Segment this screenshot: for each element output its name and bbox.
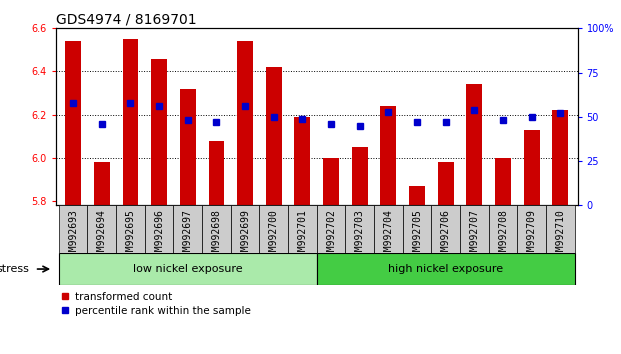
Text: high nickel exposure: high nickel exposure <box>388 264 503 274</box>
Text: GSM992703: GSM992703 <box>355 209 365 262</box>
Bar <box>317 253 574 285</box>
Bar <box>288 205 317 253</box>
Text: low nickel exposure: low nickel exposure <box>133 264 243 274</box>
Bar <box>266 67 281 205</box>
Bar <box>145 205 173 253</box>
Bar <box>352 147 368 205</box>
Text: GSM992702: GSM992702 <box>326 209 336 262</box>
Text: GSM992699: GSM992699 <box>240 209 250 262</box>
Bar <box>553 110 568 205</box>
Bar <box>489 205 517 253</box>
Text: GSM992693: GSM992693 <box>68 209 78 262</box>
Bar <box>524 130 540 205</box>
Bar <box>323 158 339 205</box>
Text: GSM992706: GSM992706 <box>441 209 451 262</box>
Bar <box>409 186 425 205</box>
Text: GSM992705: GSM992705 <box>412 209 422 262</box>
Bar <box>260 205 288 253</box>
Text: GSM992708: GSM992708 <box>498 209 508 262</box>
Text: GSM992700: GSM992700 <box>269 209 279 262</box>
Text: GSM992701: GSM992701 <box>297 209 307 262</box>
Bar <box>231 205 260 253</box>
Text: GSM992698: GSM992698 <box>211 209 222 262</box>
Text: GSM992694: GSM992694 <box>97 209 107 262</box>
Bar <box>59 205 88 253</box>
Bar <box>59 253 317 285</box>
Text: GSM992696: GSM992696 <box>154 209 164 262</box>
Bar <box>173 205 202 253</box>
Bar <box>317 205 345 253</box>
Bar <box>237 41 253 205</box>
Bar <box>209 141 224 205</box>
Text: GSM992710: GSM992710 <box>555 209 565 262</box>
Bar <box>94 162 110 205</box>
Bar <box>151 58 167 205</box>
Text: GDS4974 / 8169701: GDS4974 / 8169701 <box>56 12 196 27</box>
Bar <box>546 205 574 253</box>
Bar <box>116 205 145 253</box>
Bar <box>294 117 310 205</box>
Bar <box>202 205 231 253</box>
Bar <box>374 205 402 253</box>
Bar <box>460 205 489 253</box>
Bar <box>381 106 396 205</box>
Bar <box>432 205 460 253</box>
Text: GSM992709: GSM992709 <box>527 209 537 262</box>
Bar <box>517 205 546 253</box>
Text: GSM992695: GSM992695 <box>125 209 135 262</box>
Bar <box>180 89 196 205</box>
Bar <box>466 85 483 205</box>
Text: GSM992697: GSM992697 <box>183 209 193 262</box>
Bar <box>495 158 511 205</box>
Text: stress: stress <box>0 264 29 274</box>
Bar <box>65 41 81 205</box>
Bar <box>88 205 116 253</box>
Legend: transformed count, percentile rank within the sample: transformed count, percentile rank withi… <box>61 292 250 316</box>
Bar <box>122 39 138 205</box>
Text: GSM992704: GSM992704 <box>383 209 393 262</box>
Text: GSM992707: GSM992707 <box>469 209 479 262</box>
Bar <box>402 205 432 253</box>
Bar <box>438 162 453 205</box>
Bar <box>345 205 374 253</box>
